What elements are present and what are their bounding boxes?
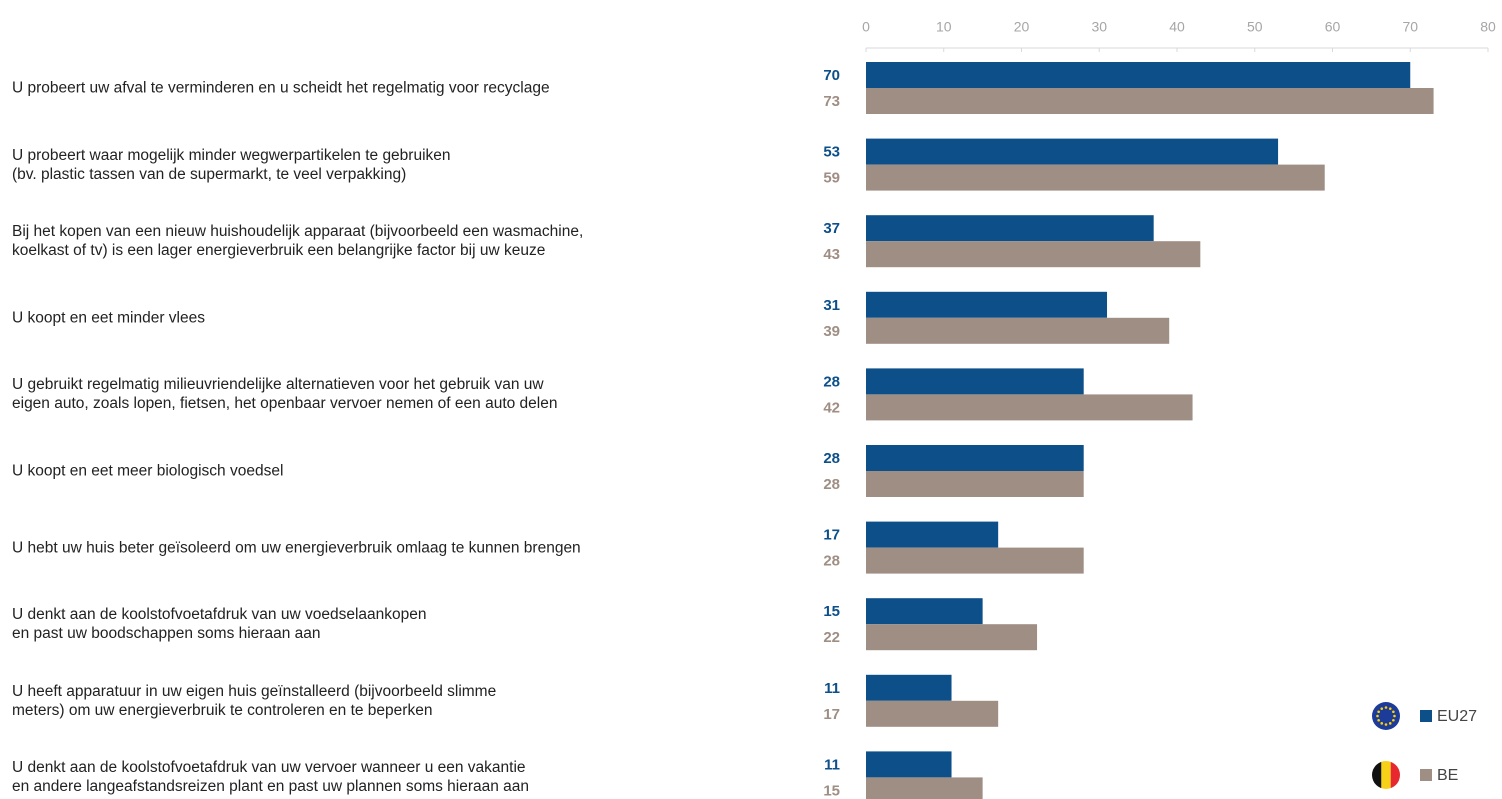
value-label: 11 xyxy=(824,680,840,697)
bar xyxy=(866,88,1434,114)
bar xyxy=(866,674,952,701)
legend-label: BE xyxy=(1437,767,1458,784)
x-tick-label: 30 xyxy=(1091,19,1107,35)
value-label: 59 xyxy=(823,170,840,187)
legend-label: EU27 xyxy=(1437,708,1477,725)
bar xyxy=(866,62,1411,88)
x-tick-label: 80 xyxy=(1480,19,1496,35)
flag-star xyxy=(1384,723,1388,726)
category-label: U denkt aan de koolstofvoetafdruk van uw… xyxy=(12,759,530,796)
flag-star xyxy=(1384,706,1388,709)
flag-stripe xyxy=(1390,761,1400,789)
value-label: 28 xyxy=(823,553,840,570)
flag-star xyxy=(1376,714,1379,718)
value-label: 17 xyxy=(823,706,840,723)
flag-star xyxy=(1380,707,1384,710)
value-label: 11 xyxy=(824,756,840,773)
value-label: 22 xyxy=(823,629,840,646)
flag-star xyxy=(1380,722,1384,725)
category-label: U heeft apparatuur in uw eigen huis geïn… xyxy=(12,682,497,719)
legend-flag xyxy=(1372,702,1400,730)
bar xyxy=(866,471,1084,497)
x-tick-label: 50 xyxy=(1247,19,1263,35)
legend-flag xyxy=(1372,761,1400,789)
value-label: 15 xyxy=(823,782,840,799)
bar xyxy=(866,241,1201,268)
bar xyxy=(866,521,999,548)
category-label: U koopt en eet meer biologisch voedsel xyxy=(12,462,284,480)
bar xyxy=(866,598,983,625)
flag-star xyxy=(1392,710,1395,714)
value-label: 53 xyxy=(823,144,840,161)
flag-star xyxy=(1393,714,1396,718)
category-label: U probeert uw afval te verminderen en u … xyxy=(12,79,550,97)
x-tick-label: 10 xyxy=(936,19,952,35)
bar xyxy=(866,751,952,778)
flag-stripe xyxy=(1372,761,1382,789)
value-label: 70 xyxy=(823,67,840,84)
value-label: 39 xyxy=(823,323,840,340)
value-label: 37 xyxy=(823,220,840,237)
bar xyxy=(866,164,1325,191)
category-label: U denkt aan de koolstofvoetafdruk van uw… xyxy=(12,606,427,643)
flag-star xyxy=(1388,722,1392,725)
category-label: Bij het kopen van een nieuw huishoudelij… xyxy=(12,223,584,260)
value-label: 28 xyxy=(823,373,840,390)
bar xyxy=(866,547,1084,574)
x-tick-label: 0 xyxy=(862,19,870,35)
bar xyxy=(866,368,1084,395)
category-label: U koopt en eet minder vlees xyxy=(12,309,205,327)
value-label: 28 xyxy=(823,476,840,493)
bar xyxy=(866,394,1193,421)
category-label: U probeert waar mogelijk minder wegwerpa… xyxy=(12,146,451,183)
x-tick-label: 40 xyxy=(1169,19,1185,35)
legend-swatch xyxy=(1420,769,1432,781)
value-label: 15 xyxy=(823,603,840,620)
value-label: 42 xyxy=(823,399,840,416)
flag-star xyxy=(1392,718,1395,722)
bar xyxy=(866,138,1279,165)
value-label: 28 xyxy=(823,450,840,467)
bar xyxy=(866,777,983,799)
value-label: 31 xyxy=(823,297,840,314)
bar xyxy=(866,445,1084,471)
category-label: U gebruikt regelmatig milieuvriendelijke… xyxy=(12,376,558,413)
flag-star xyxy=(1377,710,1380,714)
legend-swatch xyxy=(1420,710,1432,722)
flag-star xyxy=(1377,718,1380,722)
flag-star xyxy=(1388,707,1392,710)
bar xyxy=(866,624,1038,651)
x-tick-label: 20 xyxy=(1014,19,1030,35)
value-label: 73 xyxy=(823,93,840,110)
bar xyxy=(866,317,1170,344)
eu-flag xyxy=(1372,702,1400,730)
value-label: 17 xyxy=(823,527,840,544)
bar xyxy=(866,215,1154,242)
x-tick-label: 70 xyxy=(1402,19,1418,35)
bar xyxy=(866,700,999,727)
bar xyxy=(866,291,1108,318)
value-label: 43 xyxy=(823,246,840,263)
x-tick-label: 60 xyxy=(1325,19,1341,35)
category-label: U hebt uw huis beter geïsoleerd om uw en… xyxy=(12,539,581,557)
flag-stripe xyxy=(1381,761,1391,789)
